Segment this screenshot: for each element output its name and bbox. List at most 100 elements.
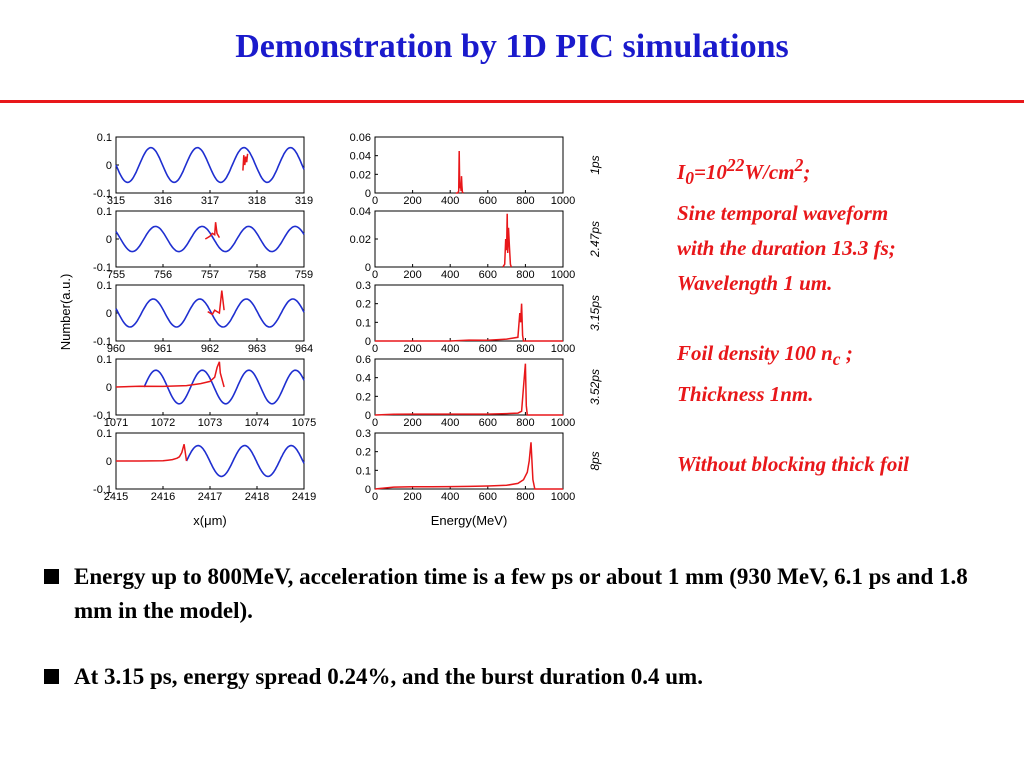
x-tick-label: 316 — [154, 195, 172, 207]
particle-line — [115, 361, 225, 388]
x-tick-label: 200 — [403, 491, 421, 503]
y-tick-label: 0.3 — [356, 280, 371, 292]
field-line — [115, 225, 305, 253]
y-tick-label: 0 — [365, 410, 371, 422]
x-tick-label: 1000 — [551, 343, 575, 355]
x-tick-label: 600 — [479, 417, 497, 429]
x-tick-label: 400 — [441, 491, 459, 503]
title-rule — [0, 100, 1024, 103]
x-tick-label: 600 — [479, 195, 497, 207]
field-line — [185, 444, 305, 478]
x-tick-label: 200 — [403, 269, 421, 281]
x-tick-label: 600 — [479, 491, 497, 503]
time-label: 2.47ps — [588, 221, 602, 258]
y-tick-label: 0 — [106, 308, 112, 320]
y-tick-label: 0 — [106, 234, 112, 246]
x-tick-label: 964 — [295, 343, 313, 355]
x-tick-label: 400 — [441, 417, 459, 429]
x-tick-label: 961 — [154, 343, 172, 355]
y-tick-label: 0.1 — [97, 206, 112, 218]
y-tick-label: 0.4 — [356, 373, 371, 385]
x-tick-label: 1071 — [104, 417, 128, 429]
bullet-item: Energy up to 800MeV, acceleration time i… — [42, 560, 1002, 628]
y-tick-label: 0 — [106, 160, 112, 172]
axes-frame — [374, 284, 564, 342]
x-tick-label: 2418 — [245, 491, 269, 503]
y-tick-label: 0.02 — [350, 234, 371, 246]
time-label: 1ps — [588, 155, 602, 174]
particle-line — [204, 222, 221, 240]
spectrum-line — [455, 150, 464, 194]
x-tick-label: 318 — [248, 195, 266, 207]
y-tick-label: 0.1 — [356, 317, 371, 329]
axes-frame — [115, 136, 305, 194]
x-tick-label: 317 — [201, 195, 219, 207]
x-tick-label: 758 — [248, 269, 266, 281]
time-label: 3.52ps — [588, 369, 602, 405]
x-tick-label: 0 — [372, 269, 378, 281]
y-tick-label: 0.04 — [350, 151, 371, 163]
y-tick-label: -0.1 — [93, 410, 112, 422]
y-tick-label: 0 — [106, 382, 112, 394]
y-tick-label: 0.1 — [97, 280, 112, 292]
y-tick-label: 0 — [365, 262, 371, 274]
wavelength-line: Wavelength 1 um. — [677, 271, 833, 296]
field-line — [143, 369, 305, 405]
y-tick-label: 0 — [365, 188, 371, 200]
y-tick-label: 0.2 — [356, 391, 371, 403]
axes-frame — [374, 358, 564, 416]
x-tick-label: 1000 — [551, 417, 575, 429]
x-tick-label: 800 — [516, 195, 534, 207]
x-tick-label: 800 — [516, 417, 534, 429]
y-tick-label: -0.1 — [93, 336, 112, 348]
x-tick-label: 800 — [516, 269, 534, 281]
x-tick-label: 400 — [441, 195, 459, 207]
simulation-parameters: I0=1022W/cm2; Sine temporal waveform wit… — [677, 148, 1017, 482]
field-line — [115, 146, 305, 184]
field-line — [115, 298, 305, 328]
x-tick-label: 960 — [107, 343, 125, 355]
spectrum-line — [502, 213, 513, 268]
axes-frame — [374, 432, 564, 490]
particle-line — [207, 290, 225, 316]
x-axis-label: x(μm) — [193, 513, 226, 528]
duration-line: with the duration 13.3 fs; — [677, 236, 896, 261]
x-tick-label: 200 — [403, 195, 421, 207]
y-tick-label: 0 — [106, 456, 112, 468]
waveform-line: Sine temporal waveform — [677, 201, 889, 226]
y-axis-label: Number(a.u.) — [58, 274, 73, 351]
y-tick-label: 0.1 — [356, 465, 371, 477]
y-tick-label: -0.1 — [93, 262, 112, 274]
x-tick-label: 800 — [516, 491, 534, 503]
spectrum-line — [375, 303, 563, 342]
bullet-square-icon — [44, 569, 59, 584]
x-tick-label: 1000 — [551, 491, 575, 503]
x-tick-label: 0 — [372, 343, 378, 355]
x-tick-label: 315 — [107, 195, 125, 207]
y-tick-label: 0.02 — [350, 169, 371, 181]
y-tick-label: 0.3 — [356, 428, 371, 440]
x-tick-label: 2419 — [292, 491, 316, 503]
axes-frame — [374, 210, 564, 268]
x-tick-label: 1000 — [551, 269, 575, 281]
y-tick-label: -0.1 — [93, 484, 112, 496]
x-tick-label: 400 — [441, 269, 459, 281]
bullet-item: At 3.15 ps, energy spread 0.24%, and the… — [42, 660, 1002, 694]
x-tick-label: 200 — [403, 417, 421, 429]
blocking-line: Without blocking thick foil — [677, 452, 910, 477]
x-tick-label: 400 — [441, 343, 459, 355]
y-tick-label: 0.2 — [356, 447, 371, 459]
x-tick-label: 2416 — [151, 491, 175, 503]
x-tick-label: 600 — [479, 343, 497, 355]
particle-line — [242, 153, 249, 171]
bullet-square-icon — [44, 669, 59, 684]
thickness-line: Thickness 1nm. — [677, 382, 814, 407]
spectrum-line — [374, 363, 563, 416]
y-tick-label: 0 — [365, 336, 371, 348]
x-tick-label: 2415 — [104, 491, 128, 503]
x-tick-label: 2417 — [198, 491, 222, 503]
x-tick-label: 0 — [372, 491, 378, 503]
x-tick-label: 963 — [248, 343, 266, 355]
time-label: 8ps — [588, 451, 602, 470]
y-tick-label: 0.1 — [97, 354, 112, 366]
